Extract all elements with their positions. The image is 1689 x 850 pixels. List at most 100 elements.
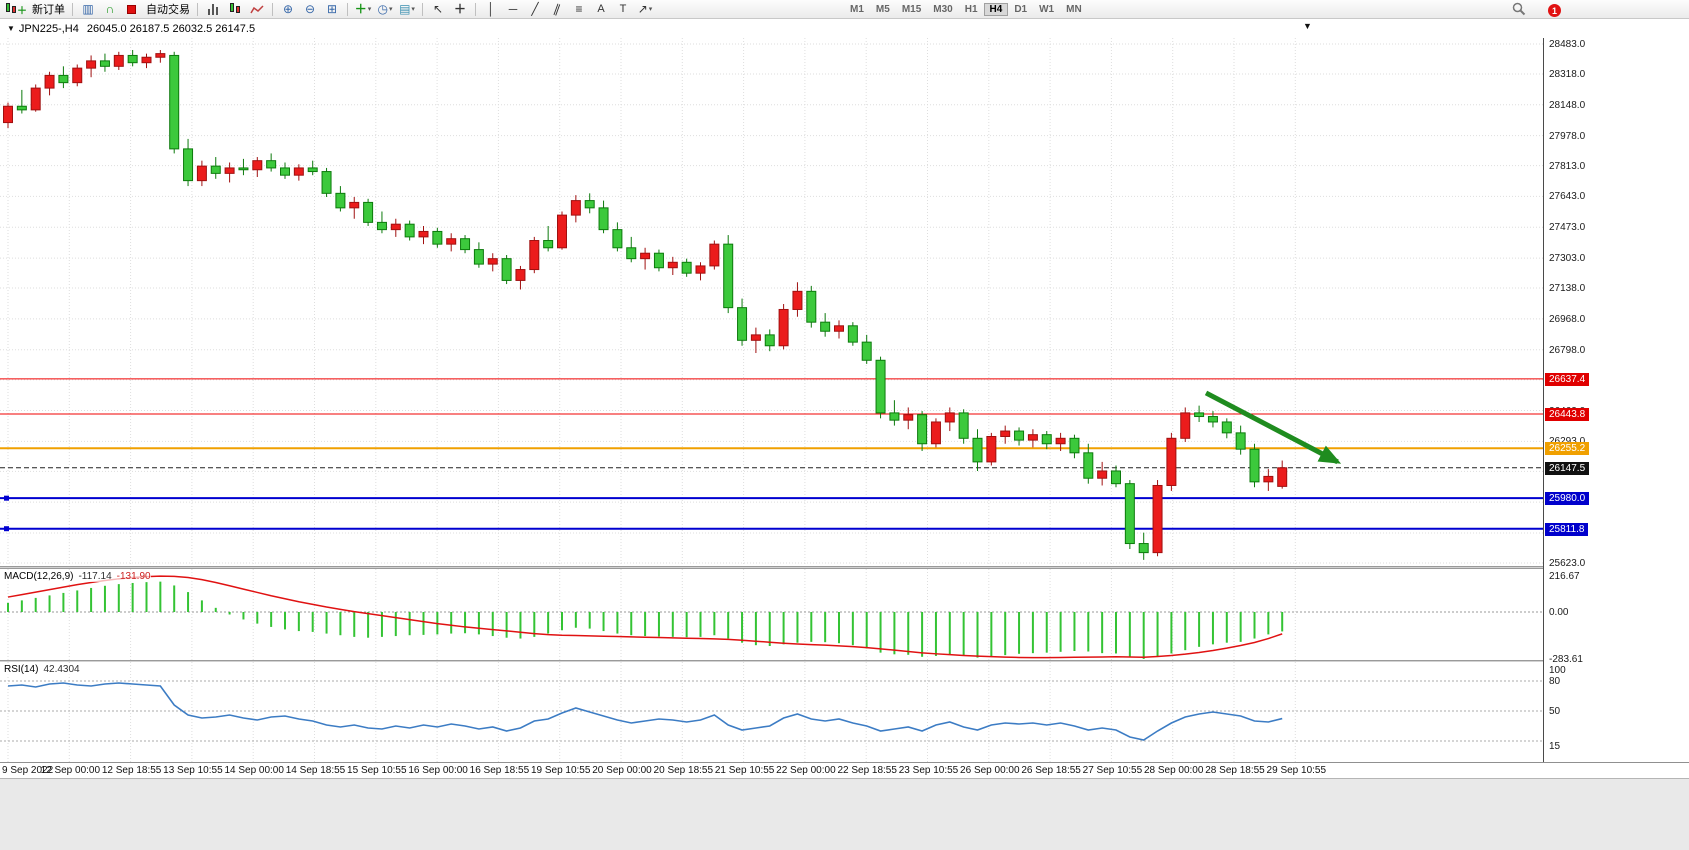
arrows-tool-icon[interactable]: ↗ ▾ [637, 2, 653, 16]
rsi-grid-layer [7, 662, 1296, 762]
timeframe-M1[interactable]: M1 [850, 3, 864, 15]
templates-icon[interactable]: ▤ ▾ [399, 2, 415, 16]
x-axis-label: 14 Sep 18:55 [285, 765, 346, 776]
zoom-out-icon[interactable]: ⊖ [304, 2, 316, 16]
candle-body [86, 60, 97, 69]
price-axis-label: 26798.0 [1549, 344, 1586, 356]
timeframe-M15[interactable]: M15 [901, 3, 922, 15]
x-axis-label: 14 Sep 00:00 [224, 765, 284, 776]
candle-body [570, 200, 581, 216]
timeframe-H1[interactable]: H1 [964, 3, 978, 15]
price-axis: 28483.0 28318.0 28148.0 27978.0 27813.0 27643… [1543, 38, 1689, 762]
candle-body [224, 167, 235, 174]
candlestick-chart-icon[interactable] [224, 1, 246, 18]
price-axis-label: 28148.0 [1549, 99, 1586, 111]
candle-body [376, 221, 387, 231]
x-axis-label: 28 Sep 00:00 [1143, 765, 1204, 776]
price-axis-label: 26293.0 [1549, 436, 1585, 447]
vertical-line-tool-icon[interactable]: │ [487, 2, 495, 16]
candle-body [1138, 543, 1149, 554]
separator [422, 2, 423, 16]
timeframe-W1[interactable]: W1 [1039, 3, 1055, 15]
candle-body [404, 223, 415, 238]
label-tool-icon[interactable]: T [619, 3, 627, 15]
rsi-canvas[interactable] [0, 662, 1543, 762]
candle-body [432, 230, 443, 245]
candle-body [986, 435, 997, 463]
indicators-icon[interactable]: ＋ ▾ [354, 2, 372, 16]
price-badge: 25980.0 [1545, 492, 1590, 506]
candle-body [764, 334, 775, 347]
candle-body [58, 74, 69, 84]
candle-body [335, 192, 346, 209]
fibonacci-tool-icon[interactable]: ≡ [575, 2, 583, 16]
x-axis-label: 15 Sep 10:55 [347, 765, 407, 776]
candle-body [1055, 437, 1066, 445]
support-line-blue-2-handle[interactable] [4, 526, 9, 532]
x-axis-label: 9 Sep 2022 [2, 765, 54, 776]
bar-chart-icon[interactable] [202, 1, 224, 18]
timeframe-D1[interactable]: D1 [1014, 3, 1028, 15]
candle-body [460, 238, 471, 251]
candle-body [640, 252, 651, 260]
candle-body [1263, 475, 1274, 483]
candle-body [3, 105, 13, 124]
support-line-blue-1-handle[interactable] [4, 495, 9, 501]
timeframe-H4[interactable]: H4 [983, 2, 1009, 16]
horizontal-line-tool-icon[interactable]: ─ [508, 2, 518, 16]
channel-tool-icon[interactable]: ∥ [551, 1, 563, 17]
macd-label: MACD(12,26,9) -117.14 -131.90 [4, 571, 151, 582]
candle-body [418, 230, 429, 238]
autotrading-button[interactable]: 自动交易 [146, 4, 190, 16]
chevron-down-icon[interactable]: ▼ [7, 24, 15, 33]
candle-body [834, 325, 844, 332]
notification-badge[interactable]: 1 [1548, 4, 1561, 17]
candle-body [667, 261, 678, 269]
candle-body [1180, 412, 1191, 439]
candle-body [778, 308, 789, 347]
rsi-axis-label: 15 [1549, 741, 1561, 752]
autotrading-icon[interactable] [121, 1, 143, 18]
candle-body [1041, 434, 1052, 445]
tile-windows-icon[interactable]: ⊞ [326, 2, 338, 16]
crosshair-icon[interactable]: ＋ [453, 2, 466, 16]
candle-body [1235, 432, 1246, 450]
main-chart-canvas[interactable] [0, 38, 1543, 566]
candle-body [972, 437, 983, 463]
timeframe-M30[interactable]: M30 [933, 3, 953, 15]
candle-body [1249, 448, 1260, 483]
new-order-button[interactable]: 新订单 [32, 4, 65, 16]
line-chart-icon[interactable] [246, 1, 268, 18]
macd-main-value: -117.14 [78, 571, 112, 582]
candle-body [1124, 483, 1135, 545]
text-tool-icon[interactable]: A [597, 3, 605, 15]
candle-body [446, 238, 457, 245]
x-axis-label: 12 Sep 18:55 [101, 765, 162, 776]
new-order-icon[interactable]: ＋ [3, 1, 29, 18]
candle-body [847, 325, 858, 343]
x-axis-label: 29 Sep 10:55 [1266, 765, 1327, 776]
support-icon[interactable]: ∩ [105, 2, 115, 16]
candle-body [612, 229, 623, 249]
rsi-panel-resize-handle[interactable] [0, 660, 1689, 662]
chart-shift-marker[interactable]: ▼ [1303, 21, 1312, 31]
chart-window-icon[interactable]: ▥ [82, 2, 94, 16]
cursor-icon[interactable]: ↖ [432, 2, 444, 16]
zoom-in-icon[interactable]: ⊕ [282, 2, 294, 16]
rsi-line [7, 682, 1283, 741]
candle-body [473, 249, 484, 265]
candle-body [99, 60, 110, 67]
timeframe-M5[interactable]: M5 [875, 3, 890, 15]
rsi-label: RSI(14) 42.4304 [4, 664, 80, 675]
macd-canvas[interactable] [0, 569, 1543, 660]
trendline-tool-icon[interactable]: ╱ [531, 2, 539, 16]
periods-icon[interactable]: ◷ ▾ [377, 2, 393, 16]
timeframe-MN[interactable]: MN [1066, 3, 1082, 15]
x-axis-label: 16 Sep 00:00 [408, 765, 468, 776]
trend-arrow[interactable] [1204, 390, 1342, 465]
rsi-axis-label: 100 [1549, 665, 1566, 676]
price-axis-label: 27473.0 [1549, 222, 1586, 234]
candle-body [737, 307, 748, 341]
search-icon[interactable] [1512, 2, 1526, 19]
macd-panel-resize-handle[interactable] [0, 566, 1689, 569]
